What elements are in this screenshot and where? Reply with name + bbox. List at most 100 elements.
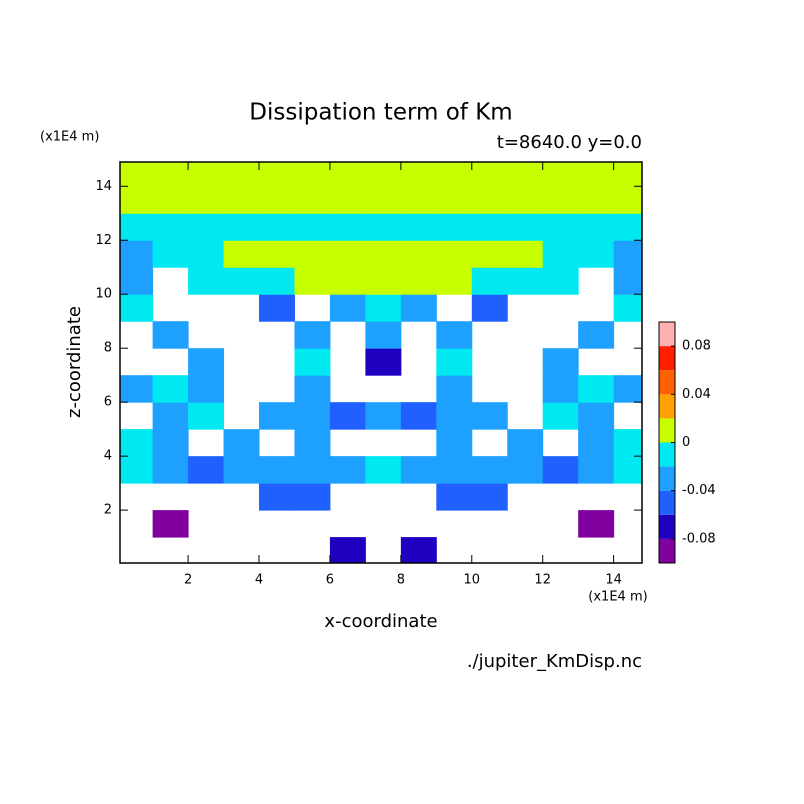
y-axis-label: z-coordinate xyxy=(64,306,85,418)
contour-cell xyxy=(223,213,260,241)
colorbar-tick-label: -0.08 xyxy=(682,531,716,546)
contour-cell xyxy=(152,375,189,403)
colorbar-swatch xyxy=(659,322,675,347)
colorbar-tick-label: 0.08 xyxy=(682,339,711,354)
contour-cell xyxy=(329,456,366,484)
colorbar-swatch xyxy=(659,346,675,371)
contour-cell xyxy=(294,348,331,376)
contour-cell xyxy=(436,213,473,241)
contour-cell xyxy=(542,240,579,268)
contour-cell xyxy=(613,240,642,268)
contour-cell xyxy=(294,402,331,430)
x-tick-label: 10 xyxy=(464,573,481,588)
contour-cell xyxy=(613,186,642,214)
contour-cell xyxy=(613,456,642,484)
contour-cell xyxy=(188,267,225,295)
contour-field xyxy=(120,162,642,563)
contour-cell xyxy=(613,213,642,241)
contour-cell xyxy=(259,294,295,322)
contour-cell xyxy=(436,186,473,214)
contour-cell xyxy=(613,375,642,403)
colorbar-swatch xyxy=(659,418,675,443)
contour-cell xyxy=(507,186,544,214)
contour-cell xyxy=(329,186,366,214)
contour-cell xyxy=(259,162,295,187)
y-tick-label: 12 xyxy=(95,233,112,248)
contour-cell xyxy=(471,213,508,241)
contour-cell xyxy=(188,186,225,214)
contour-cell xyxy=(329,294,366,322)
contour-cell xyxy=(578,162,615,187)
contour-cell xyxy=(436,267,473,295)
x-tick-label: 8 xyxy=(397,573,405,588)
contour-cell xyxy=(542,162,579,187)
contour-cell xyxy=(120,267,154,295)
colorbar-tick-label: -0.04 xyxy=(682,483,716,498)
x-tick-label: 14 xyxy=(605,573,622,588)
contour-cell xyxy=(471,162,508,187)
contour-cell xyxy=(365,162,402,187)
contour-cell xyxy=(152,456,189,484)
contour-cell xyxy=(329,240,366,268)
contour-cell xyxy=(436,375,473,403)
colorbar-swatch xyxy=(659,490,675,515)
contour-cell xyxy=(578,213,615,241)
contour-cell xyxy=(400,294,437,322)
contour-cell xyxy=(578,402,615,430)
contour-cell xyxy=(400,240,437,268)
contour-cell xyxy=(613,294,642,322)
contour-cell xyxy=(542,186,579,214)
contour-cell xyxy=(365,456,402,484)
contour-cell xyxy=(436,348,473,376)
contour-cell xyxy=(120,294,154,322)
colorbar-swatch xyxy=(659,442,675,467)
plot-frame xyxy=(119,161,643,564)
contour-cell xyxy=(436,162,473,187)
contour-cell xyxy=(188,348,225,376)
contour-cell xyxy=(400,402,437,430)
colorbar-swatch xyxy=(659,370,675,395)
x-unit: (x1E4 m) xyxy=(588,590,647,605)
contour-cell xyxy=(152,186,189,214)
chart-subtitle: t=8640.0 y=0.0 xyxy=(497,132,642,153)
contour-cell xyxy=(365,321,402,349)
contour-cell xyxy=(578,510,615,538)
y-tick-label: 10 xyxy=(95,287,112,302)
contour-cell xyxy=(188,456,225,484)
contour-cell xyxy=(365,213,402,241)
contour-cell xyxy=(471,483,508,511)
contour-cell xyxy=(259,456,295,484)
contour-cell xyxy=(152,213,189,241)
contour-cell xyxy=(259,483,295,511)
contour-cell xyxy=(188,213,225,241)
contour-cell xyxy=(542,213,579,241)
contour-cell xyxy=(152,162,189,187)
contour-cell xyxy=(329,537,366,563)
contour-cell xyxy=(436,402,473,430)
contour-cell xyxy=(578,375,615,403)
contour-cell xyxy=(188,162,225,187)
contour-cell xyxy=(436,240,473,268)
contour-cell xyxy=(471,240,508,268)
x-tick-label: 2 xyxy=(184,573,192,588)
contour-cell xyxy=(259,402,295,430)
contour-cell xyxy=(436,456,473,484)
colorbar-swatch xyxy=(659,394,675,419)
contour-cell xyxy=(259,267,295,295)
y-tick-label: 2 xyxy=(104,503,112,518)
y-unit: (x1E4 m) xyxy=(40,130,99,145)
contour-cell xyxy=(613,162,642,187)
contour-cell xyxy=(188,240,225,268)
contour-cell xyxy=(120,240,154,268)
contour-cell xyxy=(365,402,402,430)
contour-cell xyxy=(188,402,225,430)
contour-cell xyxy=(507,267,544,295)
contour-cell xyxy=(507,429,544,457)
contour-cell xyxy=(507,456,544,484)
contour-cell xyxy=(542,456,579,484)
x-tick-label: 4 xyxy=(255,573,263,588)
y-tick-label: 6 xyxy=(104,395,112,410)
contour-cell xyxy=(294,375,331,403)
